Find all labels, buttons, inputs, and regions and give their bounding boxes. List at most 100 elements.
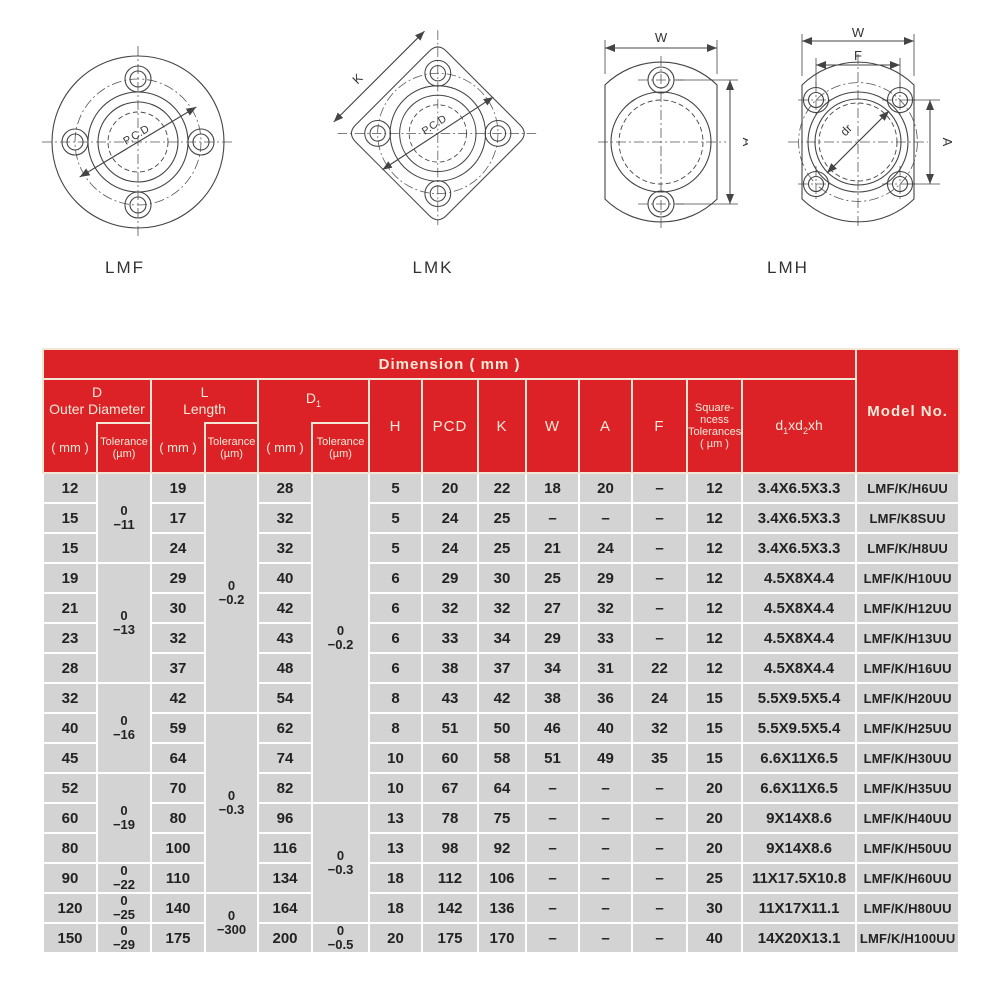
- cell-f: –: [631, 892, 688, 924]
- cell-a: 32: [578, 592, 633, 624]
- cell-d-tolerance: 0 −29: [96, 922, 152, 954]
- cell-d: 40: [42, 712, 98, 744]
- cell-model: LMF/K8SUU: [855, 502, 961, 534]
- cell-l-tolerance: 0 −0.3: [204, 712, 259, 894]
- cell-d: 28: [42, 652, 98, 684]
- table-row: 23 32 43 6 33 34 29 33–12 4.5X8X4.4 LMF/K/H13UU: [42, 622, 961, 654]
- cell-d-tolerance: 0 −19: [96, 772, 152, 864]
- lmh-left-w-label: W: [655, 30, 668, 45]
- subheader-d-mm: ( mm ): [42, 423, 98, 474]
- cell-d: 23: [42, 622, 98, 654]
- table-row: 32 0 −16 42 54 8 43 42 38 36 24 15 5.5X9.5X5.4 LMF/K/…: [42, 682, 961, 774]
- cell-sq: 12: [686, 562, 743, 594]
- cell-k: 75: [477, 802, 527, 834]
- cell-k: 34: [477, 622, 527, 654]
- cell-l: 110: [150, 862, 206, 894]
- cell-sq: 40: [686, 922, 743, 954]
- cell-model: LMF/K/H35UU: [855, 772, 961, 804]
- cell-d: 80: [42, 832, 98, 864]
- cell-model: LMF/K/H20UU: [855, 682, 961, 714]
- col-group-length: L Length: [150, 378, 259, 423]
- cell-pcd: 78: [421, 802, 479, 834]
- cell-pcd: 32: [421, 592, 479, 624]
- cell-a: 20: [578, 472, 633, 504]
- cell-model: LMF/K/H16UU: [855, 652, 961, 684]
- cell-d: 120: [42, 892, 98, 924]
- cell-pcd: 38: [421, 652, 479, 684]
- cell-f: –: [631, 472, 688, 504]
- cell-pcd: 67: [421, 772, 479, 804]
- cell-dxh: 6.6X11X6.5: [740, 742, 858, 774]
- col-header-w: W: [525, 378, 580, 474]
- cell-k: 136: [477, 892, 527, 924]
- cell-w: –: [525, 862, 580, 894]
- cell-h: 20: [368, 922, 423, 954]
- cell-model: LMF/K/H50UU: [855, 832, 961, 864]
- cell-d: 32: [42, 682, 98, 714]
- cell-h: 13: [368, 832, 423, 864]
- cell-h: 6: [368, 592, 423, 624]
- cell-d-tolerance: 0 −13: [96, 562, 152, 684]
- subheader-l-tolerance: Tolerance (µm): [204, 422, 259, 474]
- cell-pcd: 20: [421, 472, 479, 504]
- cell-k: 22: [477, 472, 527, 504]
- cell-sq: 12: [686, 502, 743, 534]
- cell-f: –: [631, 832, 688, 864]
- cell-a: 36: [578, 682, 633, 714]
- cell-a: –: [578, 892, 633, 924]
- cell-sq: 20: [686, 802, 743, 834]
- cell-dxh: 11X17X11.1: [740, 892, 858, 924]
- cell-d1: 82: [257, 772, 313, 804]
- table-row: 15 24 32 5 24 25 21 24–12 3.4X6.5X3.3 LMF/K/H8UU: [42, 532, 961, 564]
- table-row: 40 59 0 −0.3 62 8 51 50 46 40 32 15 5.5X9.5X5.4 LMF/K…: [42, 712, 961, 894]
- col-header-pcd: PCD: [421, 378, 479, 474]
- cell-f: 22: [631, 652, 688, 684]
- cell-d: 21: [42, 592, 98, 624]
- cell-d1: 48: [257, 652, 313, 684]
- cell-d-tolerance: 0 −25: [96, 892, 152, 924]
- table-row: 52 0 −19 70 82 10 67 64– – –20 6.6X11X6.5 LMF/K/H35…: [42, 772, 961, 864]
- cell-d1: 28: [257, 472, 313, 504]
- cell-d1: 40: [257, 562, 313, 594]
- table-row: 120 0 −25 140 0 −300 164 18 142 136– – –30 11X17X11.…: [42, 892, 961, 954]
- cell-h: 5: [368, 532, 423, 564]
- table-row: 12 0 −11 19 0 −0.2 28 0 −0.2 5 20 22 18 20–12 3.4X6.5X…: [42, 472, 961, 804]
- lmh-right-f-label: F: [854, 48, 862, 63]
- cell-h: 5: [368, 472, 423, 504]
- cell-d1: 62: [257, 712, 313, 744]
- cell-model: LMF/K/H60UU: [855, 862, 961, 894]
- cell-l: 17: [150, 502, 206, 534]
- table-row: 28 37 48 6 38 37 34 31 22 12 4.5X8X4.4 LMF/K/H16UU: [42, 652, 961, 684]
- cell-d: 15: [42, 502, 98, 534]
- table-row: 45 64 74 10 60 58 51 49 35 15 6.6X11X6.5 LMF/K/H30U…: [42, 742, 961, 774]
- cell-k: 58: [477, 742, 527, 774]
- cell-l: 42: [150, 682, 206, 714]
- cell-dxh: 4.5X8X4.4: [740, 652, 858, 684]
- cell-pcd: 142: [421, 892, 479, 924]
- cell-f: –: [631, 802, 688, 834]
- cell-dxh: 4.5X8X4.4: [740, 622, 858, 654]
- cell-a: 49: [578, 742, 633, 774]
- cell-w: –: [525, 772, 580, 804]
- cell-l: 29: [150, 562, 206, 594]
- cell-w: 46: [525, 712, 580, 744]
- dimension-table: Dimension ( mm ) Model No. D Outer Diamet…: [41, 348, 961, 954]
- cell-l: 37: [150, 652, 206, 684]
- cell-dxh: 9X14X8.6: [740, 802, 858, 834]
- cell-h: 10: [368, 742, 423, 774]
- cell-a: –: [578, 922, 633, 954]
- cell-h: 8: [368, 712, 423, 744]
- lmk-k-label: K: [350, 71, 366, 87]
- cell-w: 21: [525, 532, 580, 564]
- cell-a: 40: [578, 712, 633, 744]
- col-header-k: K: [477, 378, 527, 474]
- cell-k: 64: [477, 772, 527, 804]
- cell-d: 19: [42, 562, 98, 594]
- cell-l: 59: [150, 712, 206, 744]
- cell-pcd: 24: [421, 532, 479, 564]
- cell-model: LMF/K/H40UU: [855, 802, 961, 834]
- cell-sq: 12: [686, 472, 743, 504]
- subheader-d-tolerance: Tolerance (µm): [96, 422, 152, 474]
- lmh-right-drawing: W F dr A: [788, 28, 955, 228]
- cell-l: 24: [150, 532, 206, 564]
